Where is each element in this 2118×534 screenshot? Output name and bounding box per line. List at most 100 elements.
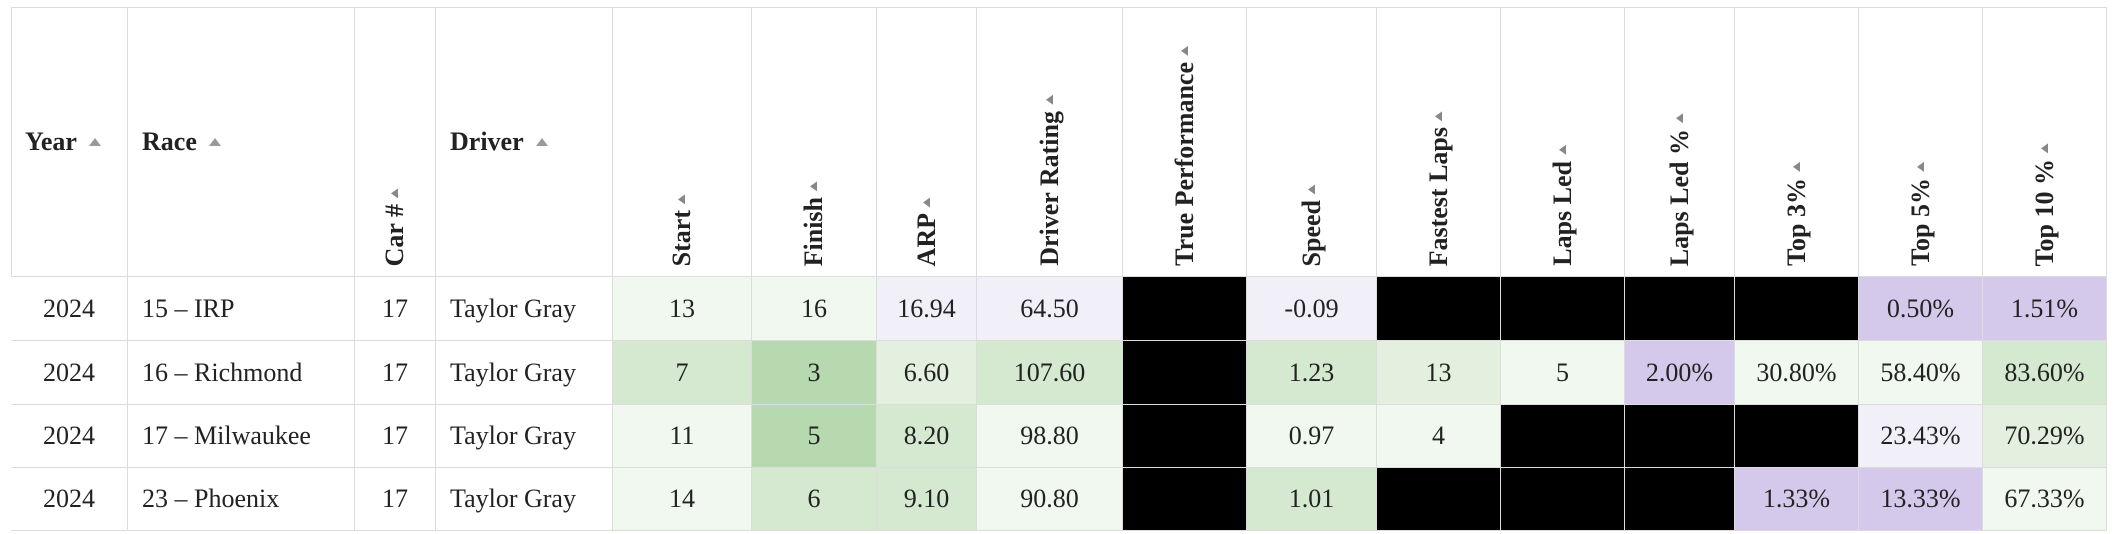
data-cell: Taylor Gray (436, 341, 613, 405)
data-cell: 14 (613, 468, 752, 531)
cell-text: 0.97 (1288, 421, 1335, 450)
cell-text: 23.43% (1880, 421, 1961, 450)
column-header[interactable]: Finish (752, 7, 877, 277)
column-header[interactable]: Fastest Laps (1377, 7, 1501, 277)
column-header[interactable]: Start (613, 7, 752, 277)
header-label: Year (25, 126, 77, 156)
column-header[interactable]: Driver (436, 7, 613, 277)
sort-icon (923, 196, 930, 207)
data-cell: 2024 (11, 277, 128, 341)
data-cell: 83.60% (1983, 341, 2107, 405)
data-cell: 107.60 (977, 341, 1123, 405)
sort-icon (1676, 112, 1683, 123)
header-label-wrap: Top 10 % (2030, 142, 2060, 266)
header-label-wrap: Finish (799, 180, 829, 266)
header-wrap: Finish (752, 180, 876, 266)
header-label-wrap: Top 5% (1906, 162, 1936, 266)
cell-text: 64.50 (1020, 293, 1079, 323)
cell-text: 17 – Milwaukee (142, 421, 311, 450)
header-wrap: Top 10 % (1983, 142, 2106, 266)
sort-icon (810, 180, 818, 191)
header-label-wrap: Top 3% (1782, 162, 1812, 266)
cell-text: 17 (382, 421, 408, 450)
data-cell (1501, 405, 1625, 468)
cell-text: -0.09 (1284, 293, 1339, 323)
column-header[interactable]: Car # (355, 7, 436, 277)
column-header[interactable]: True Performance (1123, 7, 1247, 277)
header-label-wrap: Laps Led (1548, 145, 1578, 266)
data-cell: 4 (1377, 405, 1501, 468)
data-cell (1377, 468, 1501, 531)
cell-text: 2024 (43, 357, 95, 387)
data-cell (1123, 468, 1247, 531)
data-cell: 23 – Phoenix (128, 468, 355, 531)
data-cell: Taylor Gray (436, 277, 613, 341)
data-cell: 1.51% (1983, 277, 2107, 341)
data-cell: 2024 (11, 341, 128, 405)
cell-text: Taylor Gray (450, 293, 576, 323)
cell-text: 13 (1425, 357, 1452, 387)
cell-text: 70.29% (2004, 421, 2085, 450)
cell-text: 3 (807, 357, 821, 387)
cell-text: Taylor Gray (450, 357, 576, 387)
data-cell: 16.94 (877, 277, 977, 341)
data-cell: 58.40% (1859, 341, 1983, 405)
cell-text: 7 (675, 357, 689, 387)
column-header[interactable]: Race (128, 7, 355, 277)
cell-text: 2024 (43, 421, 95, 450)
data-cell: 3 (752, 341, 877, 405)
column-header[interactable]: Top 5% (1859, 7, 1983, 277)
data-cell (1625, 468, 1735, 531)
column-header[interactable]: Top 3% (1735, 7, 1859, 277)
column-header[interactable]: ARP (877, 7, 977, 277)
cell-text: 90.80 (1020, 484, 1079, 513)
data-cell: 13 (1377, 341, 1501, 405)
data-cell: 70.29% (1983, 405, 2107, 468)
header-label-wrap: Car # (380, 187, 410, 266)
header-wrap: Fastest Laps (1377, 110, 1500, 266)
sort-icon (391, 187, 399, 198)
data-cell (1501, 468, 1625, 531)
header-wrap: Start (613, 193, 751, 266)
header-label: Driver Rating (1034, 111, 1064, 266)
header-label-wrap: Laps Led % (1665, 112, 1695, 266)
header-label-wrap: ARP (911, 196, 942, 266)
data-cell: 9.10 (877, 468, 977, 531)
data-cell (1123, 405, 1247, 468)
cell-text: 17 (382, 357, 408, 387)
column-header[interactable]: Year (11, 7, 128, 277)
cell-text: 107.60 (1013, 357, 1086, 387)
column-header[interactable]: Driver Rating (977, 7, 1123, 277)
header-label: Speed (1296, 199, 1326, 266)
data-cell: 17 (355, 277, 436, 341)
data-cell: 17 (355, 468, 436, 531)
data-cell (1501, 277, 1625, 341)
cell-text: 17 (382, 484, 408, 513)
cell-text: 23 – Phoenix (142, 484, 280, 513)
header-label: Start (667, 209, 696, 266)
cell-text: 17 (382, 293, 408, 323)
column-header[interactable]: Speed (1247, 7, 1377, 277)
cell-text: Taylor Gray (450, 421, 576, 450)
data-cell: Taylor Gray (436, 405, 613, 468)
cell-text: 2.00% (1645, 357, 1714, 387)
cell-text: 14 (669, 484, 695, 513)
cell-text: 5 (1556, 357, 1569, 387)
data-cell: 6.60 (877, 341, 977, 405)
data-cell (1735, 277, 1859, 341)
cell-text: 15 – IRP (142, 293, 235, 323)
column-header[interactable]: Top 10 % (1983, 7, 2107, 277)
header-label-wrap: Start (667, 193, 697, 266)
column-header[interactable]: Laps Led % (1625, 7, 1735, 277)
cell-text: 5 (807, 421, 821, 450)
data-cell: 1.33% (1735, 468, 1859, 531)
column-header[interactable]: Laps Led (1501, 7, 1625, 277)
header-wrap: Top 3% (1735, 162, 1858, 266)
data-cell: 8.20 (877, 405, 977, 468)
cell-text: 98.80 (1020, 421, 1079, 450)
header-label: True Performance (1169, 62, 1199, 266)
data-cell: 67.33% (1983, 468, 2107, 531)
header-label: ARP (911, 212, 941, 266)
data-cell: 30.80% (1735, 341, 1859, 405)
cell-text: 1.51% (2010, 293, 2079, 323)
